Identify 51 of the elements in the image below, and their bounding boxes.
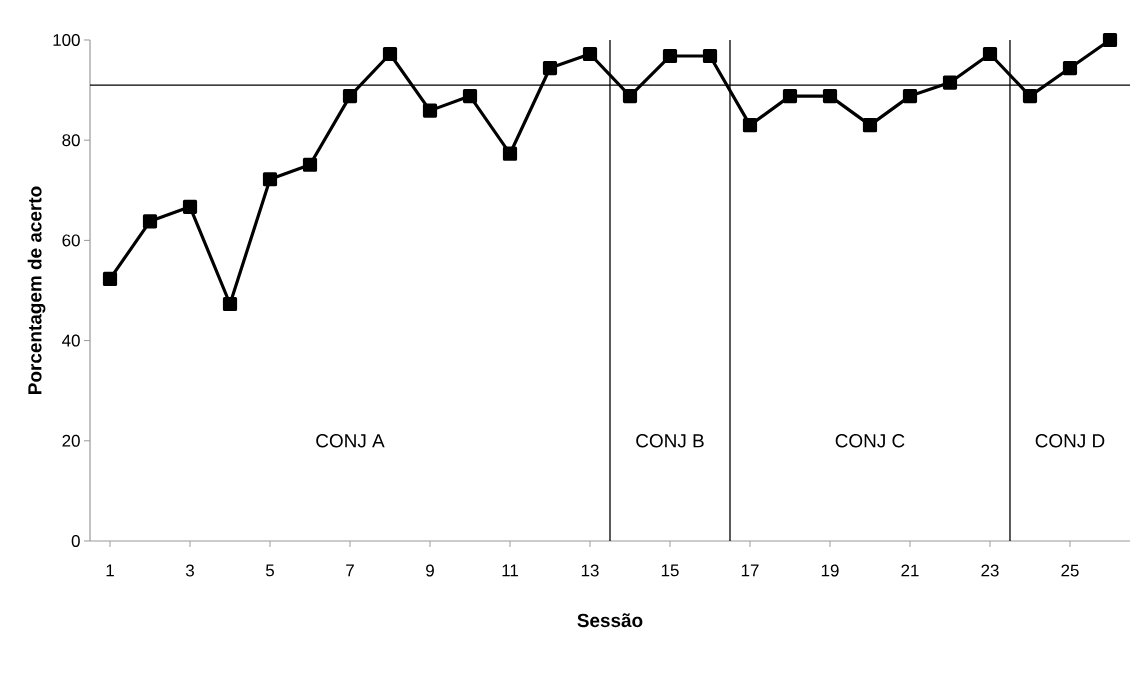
point (182, 199, 198, 214)
x-axis-title: Sessão (577, 613, 643, 628)
point (622, 89, 638, 104)
point (702, 48, 718, 64)
point (782, 89, 798, 104)
point (142, 214, 158, 229)
point (902, 89, 918, 104)
y-tick-label: 80 (62, 134, 80, 147)
point (742, 118, 758, 133)
point (462, 89, 478, 104)
point (582, 46, 598, 62)
x-tick-label: 7 (346, 564, 354, 577)
point (1022, 89, 1038, 104)
point (1062, 60, 1078, 76)
x-tick-label: 13 (581, 564, 599, 577)
point (382, 46, 398, 62)
point (662, 48, 678, 64)
x-tick-label: 23 (981, 564, 999, 577)
y-tick-label: 40 (62, 334, 80, 347)
point (102, 271, 118, 287)
x-tick-label: 21 (901, 564, 919, 577)
point (302, 157, 318, 172)
x-tick-label: 17 (741, 564, 759, 577)
point (942, 75, 958, 90)
point (862, 118, 878, 133)
point (982, 46, 998, 62)
x-tick-label: 1 (106, 564, 114, 577)
y-tick-label: 100 (53, 33, 80, 46)
x-tick-label: 15 (661, 564, 679, 577)
x-tick-label: 5 (265, 564, 274, 577)
point (422, 103, 438, 118)
y-tick-label: 0 (71, 534, 80, 547)
point (342, 89, 358, 104)
point (1102, 32, 1118, 48)
annotation: CONJ B (636, 434, 704, 448)
x-tick-label: 25 (1061, 564, 1079, 577)
x-tick-label: 9 (426, 564, 434, 577)
x-tick-label: 3 (185, 564, 194, 577)
x-tick-label: 19 (821, 564, 839, 577)
point (262, 172, 278, 187)
point (822, 89, 838, 104)
x-tick-label: 11 (502, 564, 518, 577)
y-tick-label: 60 (62, 234, 80, 247)
point (542, 60, 558, 76)
point (222, 296, 238, 312)
y-axis-title: Porcentagem de acerto (27, 186, 46, 394)
point (502, 146, 518, 161)
annotation: CONJ C (835, 434, 905, 448)
annotation: CONJ D (1035, 434, 1105, 448)
annotation: CONJ A (316, 434, 385, 448)
y-tick-label: 20 (62, 434, 80, 447)
